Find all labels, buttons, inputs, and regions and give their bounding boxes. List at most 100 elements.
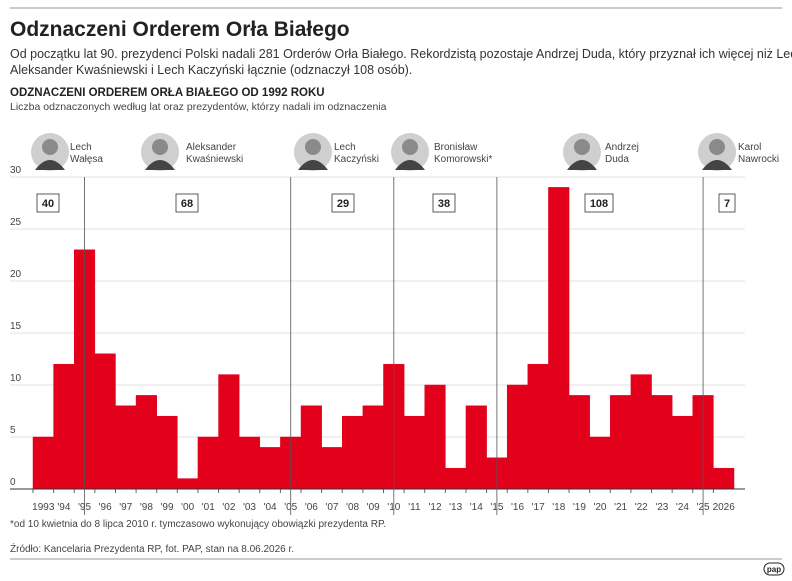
- count-label: 40: [42, 198, 54, 210]
- subtitle: ODZNACZENI ORDEREM ORŁA BIAŁEGO OD 1992 …: [10, 87, 325, 99]
- count-box: [175, 193, 199, 213]
- count-box: [331, 193, 355, 213]
- y-tick-label: 20: [10, 269, 22, 280]
- x-tick-label: '16: [511, 502, 524, 513]
- bar: [342, 415, 364, 490]
- bar: [197, 436, 219, 490]
- bar: [115, 405, 137, 490]
- bar: [445, 467, 467, 490]
- portrait-body: [395, 160, 425, 170]
- president-name: Aleksander: [186, 142, 237, 153]
- bar: [135, 395, 157, 490]
- y-tick-label: 30: [10, 165, 22, 176]
- portrait-body: [298, 160, 328, 170]
- portrait-body: [35, 160, 65, 170]
- portrait-head: [574, 139, 590, 155]
- bar: [259, 447, 281, 490]
- x-tick-label: '01: [202, 502, 215, 513]
- bar: [651, 395, 673, 490]
- x-tick-label: '07: [325, 502, 338, 513]
- y-tick-label: 15: [10, 321, 22, 332]
- president-name: Duda: [605, 154, 629, 165]
- portrait-head: [709, 139, 725, 155]
- bar: [32, 436, 54, 490]
- portrait-body: [567, 160, 597, 170]
- portrait-body: [145, 160, 175, 170]
- count-label: 108: [590, 198, 608, 210]
- x-tick-label: '17: [532, 502, 545, 513]
- x-tick-label: '08: [346, 502, 359, 513]
- x-tick-label: '09: [367, 502, 380, 513]
- x-tick-label: '97: [119, 502, 132, 513]
- logo: pap: [767, 565, 781, 574]
- president-name: Komorowski*: [434, 154, 492, 165]
- x-tick-label: 2026: [713, 502, 736, 513]
- count-box: [36, 193, 60, 213]
- president-name: Nawrocki: [738, 154, 779, 165]
- bar: [713, 467, 735, 490]
- bar: [94, 353, 116, 490]
- count-label: 29: [337, 198, 349, 210]
- x-tick-label: 1993: [32, 502, 55, 513]
- bar: [321, 447, 343, 490]
- bar: [238, 436, 261, 490]
- x-tick-label: '94: [57, 502, 70, 513]
- president-name: Lech: [70, 142, 92, 153]
- count-label: 68: [181, 198, 193, 210]
- y-tick-label: 5: [10, 425, 16, 436]
- x-tick-label: '04: [264, 502, 277, 513]
- count-box: [432, 193, 456, 213]
- x-tick-label: '98: [140, 502, 153, 513]
- x-tick-label: '12: [429, 502, 442, 513]
- bar: [424, 384, 446, 490]
- bar: [53, 363, 75, 490]
- portrait-head: [152, 139, 168, 155]
- logo-badge: [763, 562, 785, 576]
- footnote: *od 10 kwietnia do 8 lipca 2010 r. tymcz…: [10, 519, 386, 530]
- president-name: Wałęsa: [70, 154, 103, 165]
- president-name: Lech: [334, 142, 356, 153]
- x-tick-label: '14: [470, 502, 483, 513]
- portrait-body: [702, 160, 732, 170]
- count-label: 7: [724, 198, 730, 210]
- president-name: Bronisław: [434, 142, 478, 153]
- description: Aleksander Kwaśniewski i Lech Kaczyński …: [10, 63, 412, 77]
- y-tick-label: 0: [10, 477, 16, 488]
- description: Od początku lat 90. prezydenci Polski na…: [10, 47, 792, 61]
- x-tick-label: '19: [573, 502, 586, 513]
- x-tick-label: '13: [449, 502, 462, 513]
- president-name: Kaczyński: [334, 154, 379, 165]
- bar: [218, 374, 240, 490]
- subtitle: Liczba odznaczonych według lat oraz prez…: [10, 101, 387, 113]
- x-tick-label: '99: [160, 502, 173, 513]
- portrait-head: [42, 139, 58, 155]
- bar: [362, 405, 384, 490]
- bar: [465, 405, 487, 490]
- x-tick-label: '00: [181, 502, 194, 513]
- title: Odznaczeni Orderem Orła Białego: [10, 18, 350, 41]
- x-tick-label: '02: [222, 502, 235, 513]
- x-tick-label: '24: [676, 502, 689, 513]
- x-tick-label: '18: [552, 502, 565, 513]
- bar: [548, 187, 570, 490]
- bar: [156, 415, 178, 490]
- portrait-head: [402, 139, 418, 155]
- x-tick-label: '11: [408, 502, 421, 513]
- bar: [671, 415, 694, 490]
- bar: [568, 395, 590, 490]
- source: Źródło: Kancelaria Prezydenta RP, fot. P…: [10, 542, 294, 555]
- count-box: [584, 193, 614, 213]
- president-name: Karol: [738, 142, 761, 153]
- bar: [527, 363, 549, 490]
- count-label: 38: [438, 198, 450, 210]
- president-name: Kwaśniewski: [186, 154, 243, 165]
- x-tick-label: '21: [614, 502, 627, 513]
- bar: [610, 395, 632, 490]
- count-box: [718, 193, 736, 213]
- bar: [589, 436, 611, 490]
- x-tick-label: '20: [593, 502, 606, 513]
- y-tick-label: 10: [10, 373, 22, 384]
- bar: [506, 384, 529, 490]
- x-tick-label: '96: [99, 502, 112, 513]
